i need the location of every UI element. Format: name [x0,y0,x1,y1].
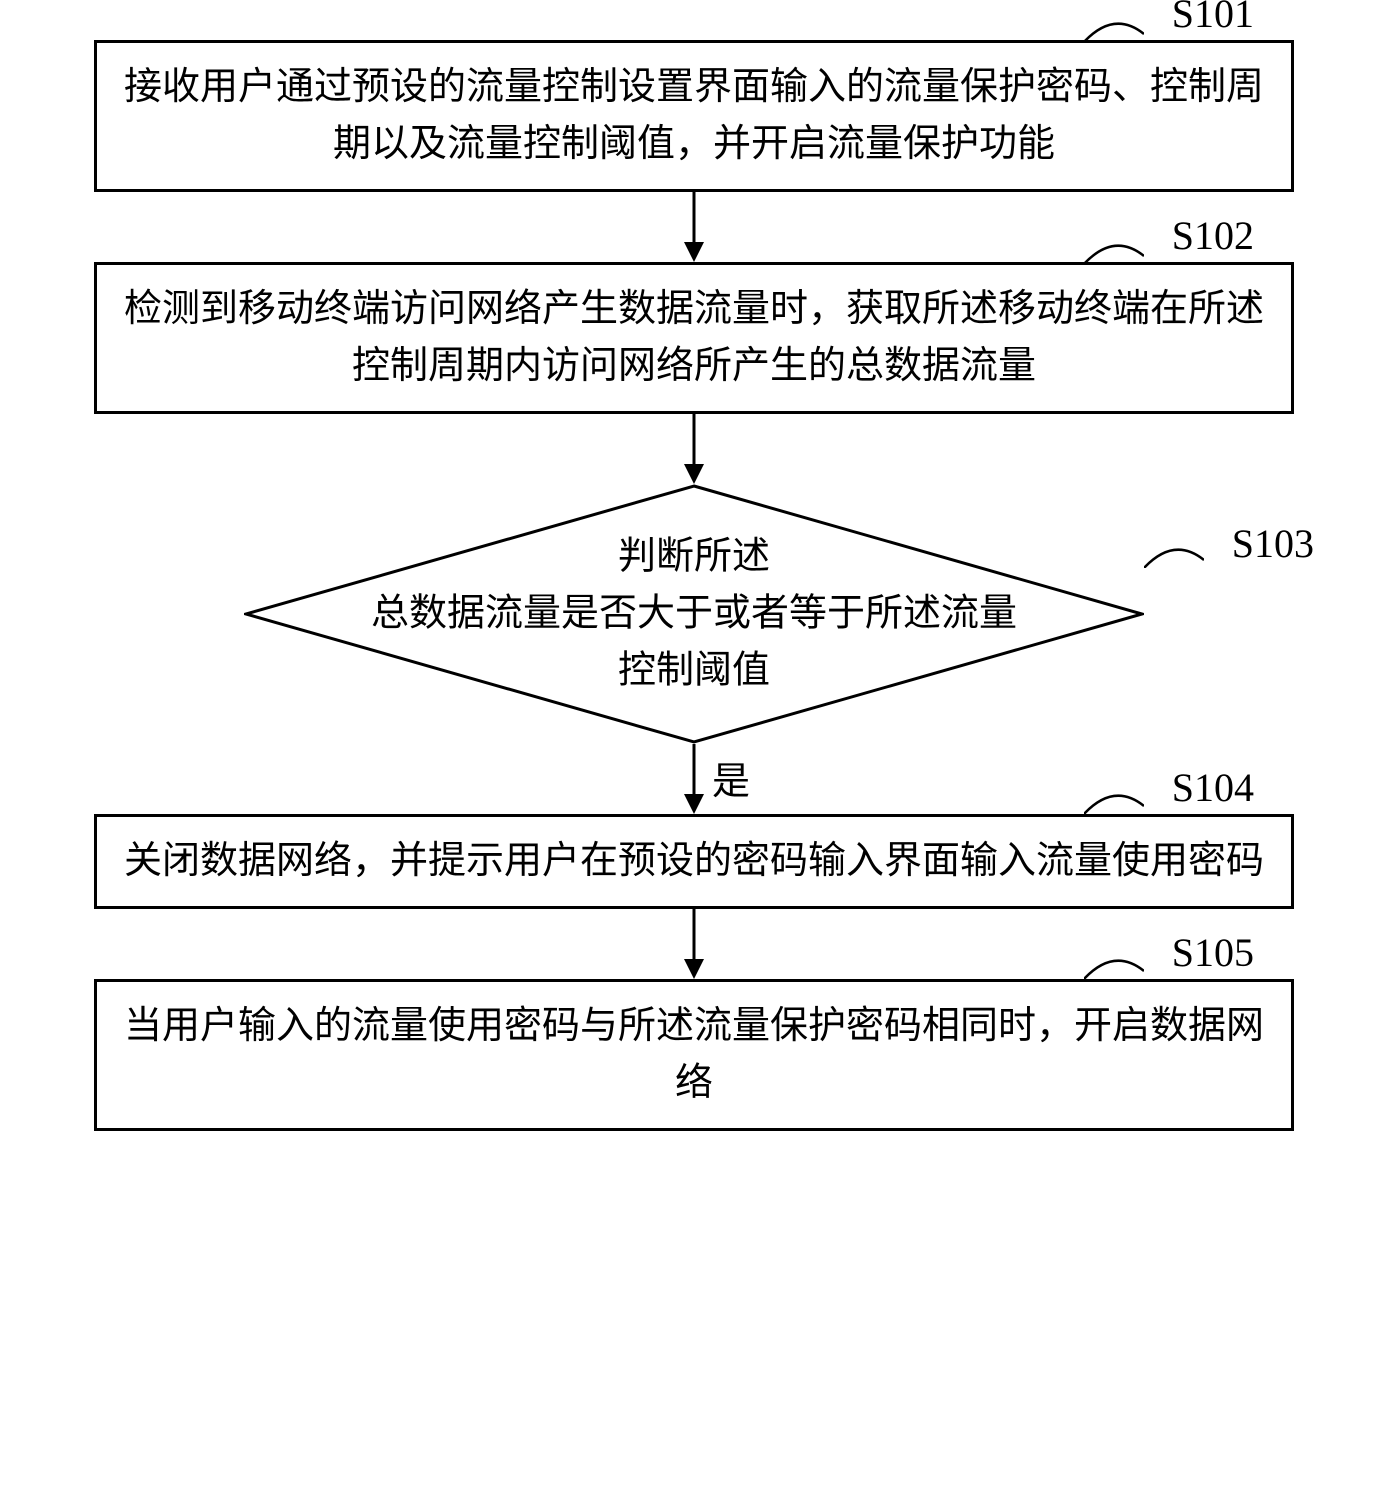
step-label-s103: S103 [1232,524,1314,564]
tick-s102 [1084,240,1144,264]
step-label-s102: S102 [1172,216,1254,256]
tick-s103 [1144,544,1204,568]
node-row-s103: S103 判断所述 总数据流量是否大于或者等于所述流量 控制阈值 [44,484,1344,744]
arrow-s102-s103 [682,414,706,484]
node-row-s105: 当用户输入的流量使用密码与所述流量保护密码相同时，开启数据网络 [44,979,1344,1131]
flowchart-container: S101 接收用户通过预设的流量控制设置界面输入的流量保护密码、控制周期以及流量… [44,40,1344,1131]
diamond-text-s103: 判断所述 总数据流量是否大于或者等于所述流量 控制阈值 [334,529,1054,700]
rect-s101: 接收用户通过预设的流量控制设置界面输入的流量保护密码、控制周期以及流量控制阈值，… [94,40,1294,192]
diamond-line3: 控制阈值 [618,650,770,692]
arrow-s104-s105 [682,909,706,979]
arrow-s101-s102 [682,192,706,262]
rect-s102: 检测到移动终端访问网络产生数据流量时，获取所述移动终端在所述控制周期内访问网络所… [94,262,1294,414]
rect-s105: 当用户输入的流量使用密码与所述流量保护密码相同时，开启数据网络 [94,979,1294,1131]
tick-s104 [1084,790,1144,814]
diamond-s103: 判断所述 总数据流量是否大于或者等于所述流量 控制阈值 [244,484,1144,744]
edge-label-yes: 是 [712,750,750,805]
step-label-s101: S101 [1172,0,1254,34]
step-label-s105: S105 [1172,933,1254,973]
tick-s105 [1084,955,1144,979]
node-row-s102: S102 检测到移动终端访问网络产生数据流量时，获取所述移动终端在所述控制周期内… [44,262,1344,414]
diamond-line1: 判断所述 [618,536,770,578]
tick-s101 [1084,18,1144,42]
node-row-s101: S101 接收用户通过预设的流量控制设置界面输入的流量保护密码、控制周期以及流量… [44,40,1344,192]
step-label-s104: S104 [1172,768,1254,808]
arrow-row-s103-s104: 是 S104 [44,744,1344,814]
diamond-line2: 总数据流量是否大于或者等于所述流量 [371,593,1017,635]
arrow-row-s104-s105: S105 [44,909,1344,979]
node-row-s104: 关闭数据网络，并提示用户在预设的密码输入界面输入流量使用密码 [44,814,1344,909]
rect-s104: 关闭数据网络，并提示用户在预设的密码输入界面输入流量使用密码 [94,814,1294,909]
arrow-s103-s104 [682,744,706,814]
